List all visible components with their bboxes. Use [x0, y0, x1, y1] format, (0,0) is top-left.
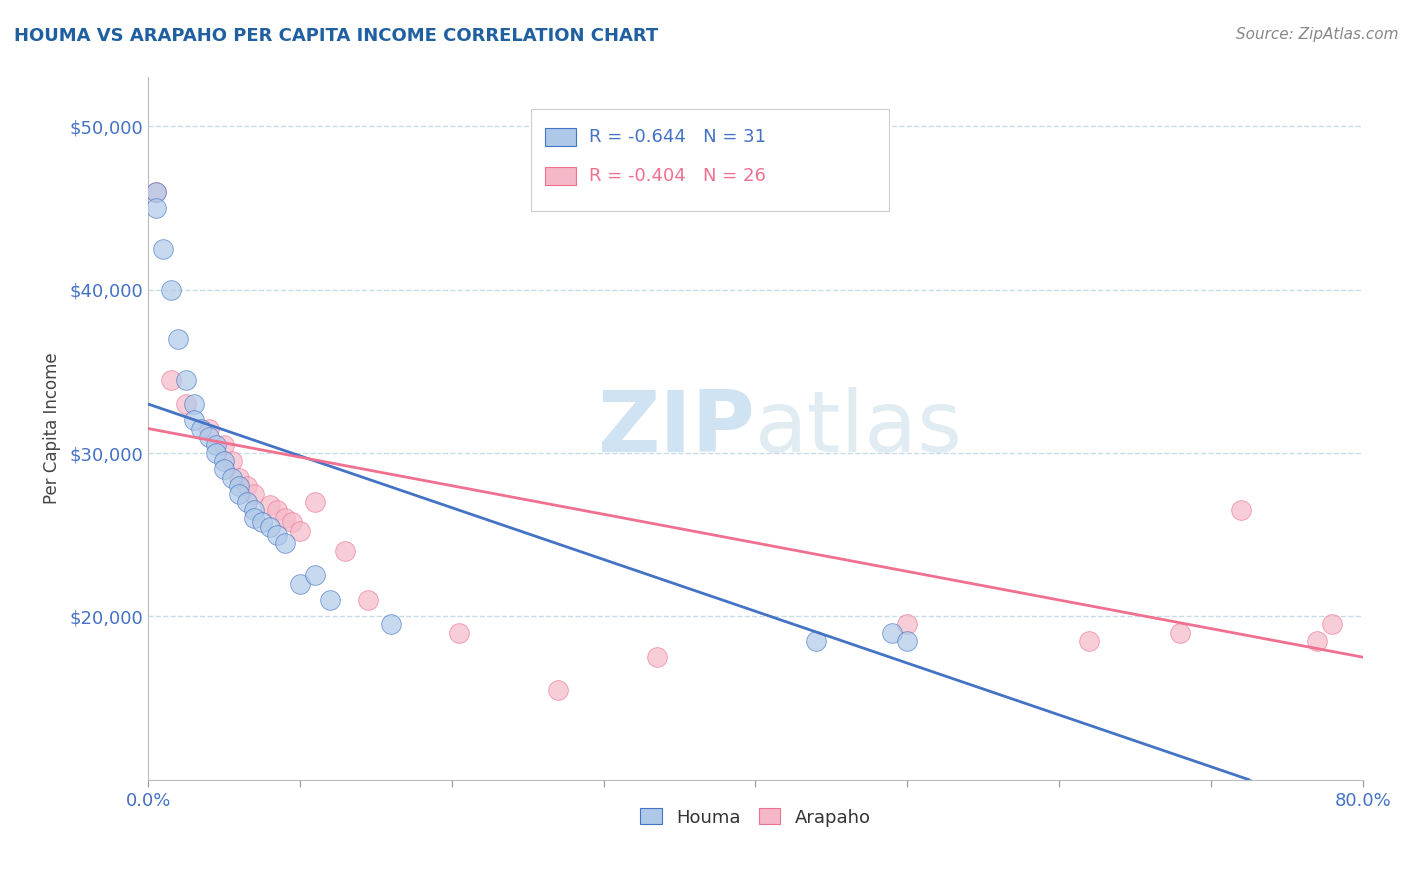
Point [357, 593, 380, 607]
Point [235, 495, 257, 509]
Point [380, 617, 402, 632]
Point [273, 536, 295, 550]
Point [160, 283, 183, 297]
Point [547, 682, 569, 697]
Point [174, 397, 197, 411]
Point [167, 332, 190, 346]
Point [259, 498, 281, 512]
Point [335, 544, 357, 558]
Point [198, 430, 221, 444]
Point [228, 478, 250, 492]
Point [896, 617, 918, 632]
Point [259, 519, 281, 533]
Text: Source: ZipAtlas.com: Source: ZipAtlas.com [1236, 27, 1399, 42]
Point [152, 242, 174, 256]
Point [645, 650, 668, 665]
Text: atlas: atlas [755, 387, 963, 470]
Point [190, 421, 212, 435]
Legend: Houma, Arapaho: Houma, Arapaho [633, 801, 877, 834]
Point [243, 503, 266, 517]
FancyBboxPatch shape [546, 167, 575, 185]
Text: ZIP: ZIP [598, 387, 755, 470]
Point [205, 446, 228, 460]
Point [288, 576, 311, 591]
Point [1322, 617, 1344, 632]
Point [228, 487, 250, 501]
Point [1230, 503, 1253, 517]
Point [145, 185, 167, 199]
Point [221, 454, 243, 468]
Point [183, 397, 205, 411]
Point [1078, 633, 1101, 648]
Point [221, 470, 243, 484]
Point [198, 421, 221, 435]
Point [273, 511, 295, 525]
Point [449, 625, 471, 640]
Point [288, 524, 311, 539]
Point [160, 372, 183, 386]
Point [243, 487, 266, 501]
Text: R = -0.404   N = 26: R = -0.404 N = 26 [589, 167, 766, 185]
Point [228, 470, 250, 484]
Point [804, 633, 827, 648]
Text: R = -0.644   N = 31: R = -0.644 N = 31 [589, 128, 766, 146]
Point [145, 185, 167, 199]
Point [266, 503, 288, 517]
Point [319, 593, 342, 607]
Point [880, 625, 903, 640]
FancyBboxPatch shape [546, 128, 575, 146]
Point [250, 515, 273, 529]
Point [281, 515, 304, 529]
Point [174, 372, 197, 386]
Point [145, 201, 167, 215]
Point [235, 478, 257, 492]
Text: HOUMA VS ARAPAHO PER CAPITA INCOME CORRELATION CHART: HOUMA VS ARAPAHO PER CAPITA INCOME CORRE… [14, 27, 658, 45]
Point [183, 413, 205, 427]
Point [1170, 625, 1192, 640]
Point [212, 454, 235, 468]
Point [266, 527, 288, 541]
Point [896, 633, 918, 648]
Point [304, 568, 326, 582]
Point [205, 438, 228, 452]
Point [1306, 633, 1329, 648]
Point [304, 495, 326, 509]
FancyBboxPatch shape [530, 109, 889, 211]
Y-axis label: Per Capita Income: Per Capita Income [44, 352, 60, 504]
Point [212, 462, 235, 476]
Point [212, 438, 235, 452]
Point [243, 511, 266, 525]
